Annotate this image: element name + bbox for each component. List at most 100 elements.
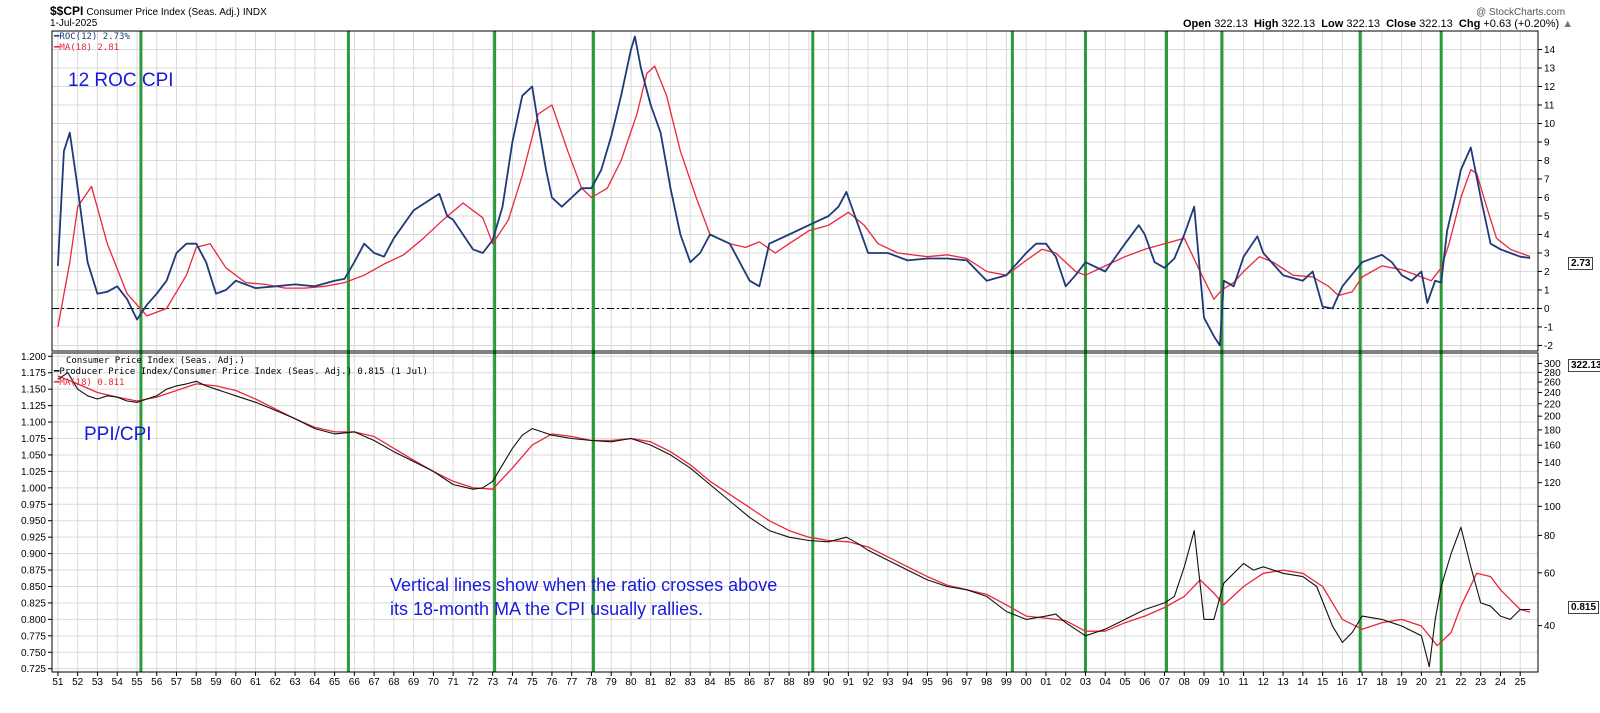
y-tick-label-top: 2 (1544, 267, 1550, 278)
legend-cpi: Consumer Price Index (Seas. Adj.) (66, 356, 245, 366)
x-tick-label: 14 (1297, 677, 1309, 688)
x-tick-label: 84 (704, 677, 716, 688)
x-tick-label: 57 (171, 677, 183, 688)
y-tick-label-top: 7 (1544, 174, 1550, 185)
y-tick-label-bottom-right: 220 (1544, 399, 1561, 410)
x-tick-label: 56 (151, 677, 163, 688)
x-tick-label: 66 (349, 677, 361, 688)
watermark: @ StockCharts.com (1476, 7, 1566, 18)
x-tick-label: 60 (230, 677, 242, 688)
y-tick-label-bottom-right: 100 (1544, 502, 1561, 513)
x-tick-label: 74 (507, 677, 519, 688)
x-tick-label: 72 (467, 677, 479, 688)
x-tick-label: 79 (606, 677, 618, 688)
x-tick-label: 22 (1455, 677, 1467, 688)
low-label: Low (1321, 18, 1344, 30)
top-panel-gridlines (52, 48, 1538, 346)
legend-ratio: ━Producer Price Index/Consumer Price Ind… (54, 367, 428, 377)
note-line-1: Vertical lines show when the ratio cross… (390, 575, 778, 595)
y-tick-label-bottom-left: 1.125 (21, 401, 46, 412)
legend-ratio-swatch: ━ (54, 367, 60, 377)
legend-ratio-ma: ━MA(18) 0.811 (54, 378, 124, 388)
x-tick-label: 75 (527, 677, 539, 688)
y-tick-label-top: 1 (1544, 285, 1550, 296)
y-tick-label-bottom-left: 0.825 (21, 598, 46, 609)
y-tick-label-top: 0 (1544, 304, 1550, 315)
collapse-arrow-icon[interactable]: ▲ (1562, 18, 1574, 30)
legend-roc-swatch: ━ (54, 32, 60, 42)
y-tick-label-bottom-right: 60 (1544, 568, 1556, 579)
x-tick-label: 97 (961, 677, 973, 688)
x-tick-label: 52 (72, 677, 84, 688)
x-tick-label: 86 (744, 677, 756, 688)
instrument-name: Consumer Price Index (Seas. Adj.) (86, 7, 240, 18)
y-tick-label-top: -2 (1544, 341, 1553, 352)
x-tick-label: 55 (131, 677, 143, 688)
x-tick-label: 59 (210, 677, 222, 688)
y-tick-label-bottom-right: 40 (1544, 621, 1556, 632)
x-tick-label: 64 (309, 677, 321, 688)
x-tick-label: 78 (586, 677, 598, 688)
chg-value: +0.63 (+0.20%) (1483, 18, 1560, 30)
y-tick-label-top: 5 (1544, 211, 1550, 222)
x-tick-label: 91 (843, 677, 855, 688)
low-value: 322.13 (1346, 18, 1380, 30)
y-tick-label-bottom-left: 0.950 (21, 516, 46, 527)
y-tick-label-bottom-right: 180 (1544, 425, 1561, 436)
x-tick-label: 92 (863, 677, 875, 688)
note-line-2: its 18-month MA the CPI usually rallies. (390, 599, 704, 619)
x-tick-label: 16 (1337, 677, 1349, 688)
y-tick-label-top: 11 (1544, 100, 1555, 111)
y-tick-label-top: 3 (1544, 248, 1550, 259)
x-tick-label: 87 (764, 677, 776, 688)
x-tick-label: 63 (289, 677, 301, 688)
x-tick-label: 18 (1376, 677, 1388, 688)
bottom-panel-frame (51, 352, 1539, 673)
x-tick-label: 70 (428, 677, 440, 688)
x-tick-label: 17 (1357, 677, 1369, 688)
x-tick-label: 53 (92, 677, 104, 688)
legend-ma-label: MA(18) 2.81 (59, 43, 120, 53)
x-tick-label: 21 (1436, 677, 1448, 688)
x-tick-label: 25 (1515, 677, 1527, 688)
x-tick-label: 71 (448, 677, 460, 688)
legend-ma-swatch: ━ (54, 43, 60, 53)
y-tick-label-top: 14 (1544, 45, 1556, 56)
x-tick-label: 95 (922, 677, 934, 688)
x-tick-label: 19 (1396, 677, 1408, 688)
y-tick-label-bottom-left: 1.100 (21, 418, 46, 429)
roc-line (57, 35, 1531, 347)
roc-ma-line (57, 65, 1531, 328)
y-tick-label-bottom-right: 80 (1544, 531, 1556, 542)
ohlc-readout: Open 322.13 High 322.13 Low 322.13 Close… (1183, 18, 1573, 30)
y-tick-label-bottom-right: 160 (1544, 441, 1561, 452)
ratio-ma-line (57, 375, 1531, 647)
cpi-last-value-badge: 322.13 (1568, 359, 1600, 372)
x-tick-label: 62 (270, 677, 282, 688)
y-tick-label-top: -1 (1544, 322, 1553, 333)
y-tick-label-top: 13 (1544, 63, 1556, 74)
x-tick-label: 07 (1159, 677, 1171, 688)
x-tick-label: 13 (1278, 677, 1290, 688)
y-tick-label-bottom-right: 200 (1544, 412, 1561, 423)
x-tick-label: 93 (882, 677, 894, 688)
x-tick-label: 01 (1040, 677, 1052, 688)
x-tick-label: 06 (1139, 677, 1151, 688)
y-tick-label-bottom-left: 1.050 (21, 450, 46, 461)
y-tick-label-bottom-right: 300 (1544, 359, 1561, 370)
header-title: $$CPI Consumer Price Index (Seas. Adj.) … (50, 4, 267, 18)
x-tick-label: 02 (1060, 677, 1072, 688)
x-tick-label: 12 (1258, 677, 1270, 688)
x-tick-label: 96 (942, 677, 954, 688)
y-tick-label-bottom-left: 0.725 (21, 664, 46, 675)
legend-roc: ━ROC(12) 2.73% (54, 32, 130, 42)
x-tick-label: 68 (388, 677, 400, 688)
x-tick-label: 89 (803, 677, 815, 688)
open-label: Open (1183, 18, 1212, 30)
y-tick-label-bottom-right: 140 (1544, 458, 1561, 469)
y-tick-label-bottom-left: 1.175 (21, 368, 46, 379)
y-tick-label-top: 10 (1544, 119, 1556, 130)
y-tick-label-bottom-right: 240 (1544, 388, 1561, 399)
x-tick-label: 58 (191, 677, 203, 688)
x-tick-label: 15 (1317, 677, 1329, 688)
